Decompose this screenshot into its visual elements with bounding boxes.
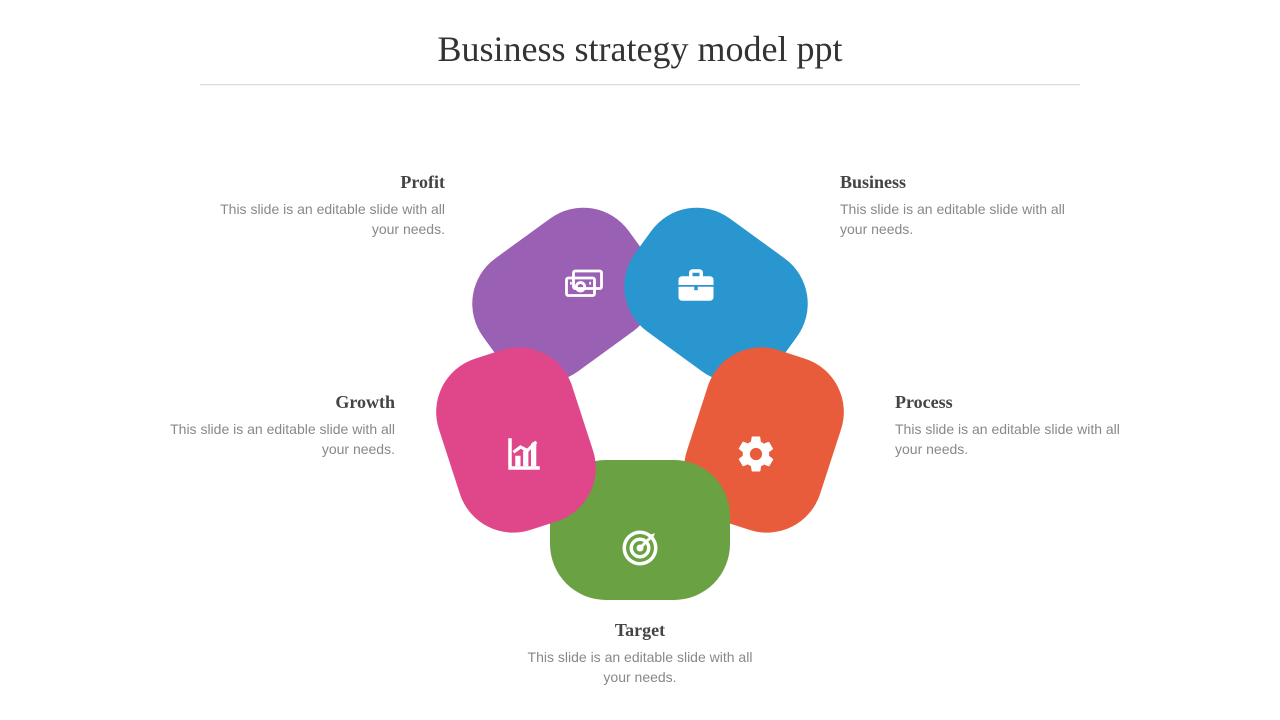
cash-icon <box>563 264 605 306</box>
label-process: Process This slide is an editable slide w… <box>895 390 1135 460</box>
gear-icon <box>735 433 777 475</box>
label-profit: Profit This slide is an editable slide wi… <box>205 170 445 240</box>
label-desc-growth: This slide is an editable slide with all… <box>155 419 395 460</box>
label-heading-business: Business <box>840 170 1080 195</box>
label-heading-growth: Growth <box>155 390 395 415</box>
label-heading-profit: Profit <box>205 170 445 195</box>
label-heading-process: Process <box>895 390 1135 415</box>
label-growth: Growth This slide is an editable slide wi… <box>155 390 395 460</box>
target-icon <box>619 527 661 569</box>
briefcase-icon <box>675 264 717 306</box>
label-target: Target This slide is an editable slide wi… <box>520 618 760 688</box>
label-desc-target: This slide is an editable slide with all… <box>520 647 760 688</box>
label-desc-business: This slide is an editable slide with all… <box>840 199 1080 240</box>
label-business: Business This slide is an editable slide … <box>840 170 1080 240</box>
label-heading-target: Target <box>520 618 760 643</box>
label-desc-process: This slide is an editable slide with all… <box>895 419 1135 460</box>
pentagon-diagram: Profit This slide is an editable slide wi… <box>0 0 1280 720</box>
chart-icon <box>503 433 545 475</box>
label-desc-profit: This slide is an editable slide with all… <box>205 199 445 240</box>
slide: Business strategy model ppt ProfitThis s… <box>0 0 1280 720</box>
